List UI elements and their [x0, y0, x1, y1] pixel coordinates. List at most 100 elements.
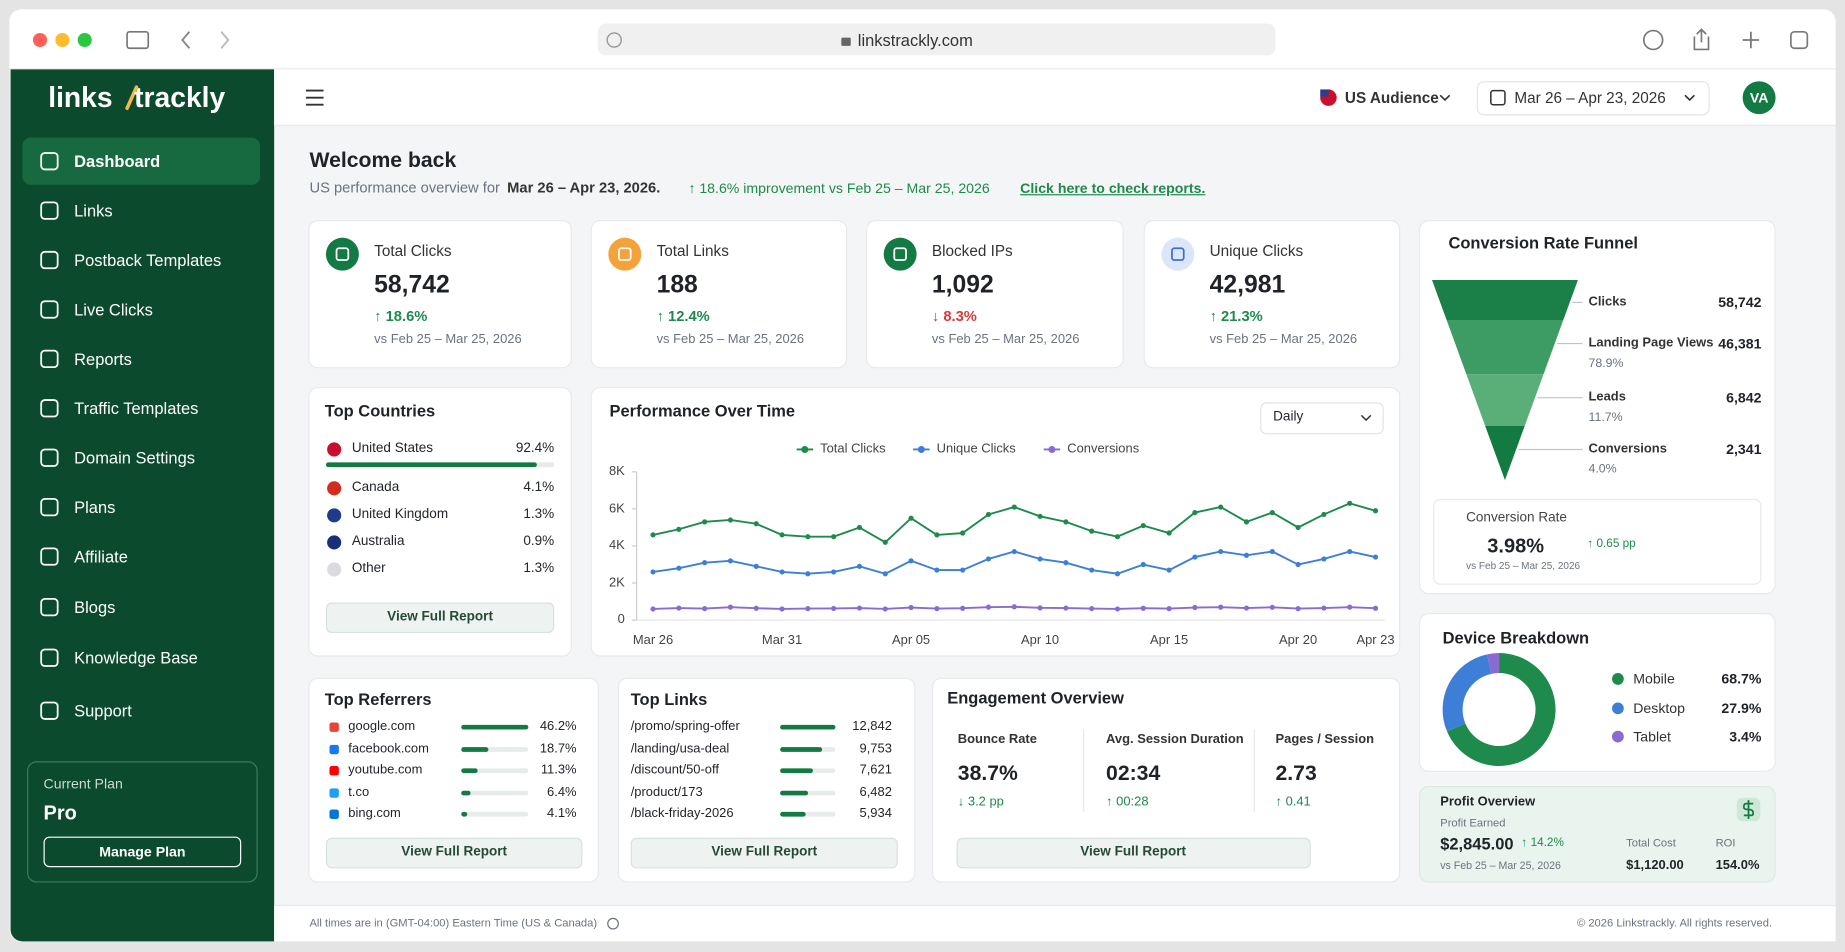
nav-item[interactable]: Blogs	[74, 597, 116, 617]
funnel-stage-value: 58,742	[1718, 294, 1762, 311]
country-name: United States	[351, 441, 434, 456]
brand-first: links	[48, 82, 113, 115]
row-value: 18.7%	[539, 741, 577, 757]
kpi-change: ↑ 12.4%	[656, 307, 710, 325]
legend-label: Tablet	[1633, 728, 1671, 745]
audience-selector[interactable]: US Audience	[1344, 88, 1439, 107]
funnel-stage-value: 46,381	[1718, 335, 1762, 352]
legend-label: Desktop	[1633, 700, 1686, 717]
profit-card	[1419, 786, 1776, 883]
x-tick-label: Apr 20	[1279, 633, 1318, 648]
country-share: 92.4%	[515, 441, 555, 456]
legend-label: Unique Clicks	[936, 441, 1016, 456]
legend-label: Conversions	[1067, 441, 1140, 456]
y-tick-label: 8K	[608, 464, 625, 479]
country-share: 4.1%	[523, 480, 555, 495]
row-value: 11.3%	[540, 763, 577, 778]
device-share: 27.9%	[1721, 700, 1762, 717]
intro-text: US performance overview for	[309, 179, 500, 197]
url-bar[interactable]	[597, 23, 1276, 56]
manage-plan-button[interactable]	[43, 836, 242, 868]
period-label: Daily	[1273, 409, 1304, 424]
x-tick-label: Apr 05	[891, 633, 931, 648]
date-range-picker[interactable]	[1476, 81, 1710, 116]
nav-item[interactable]: Live Clicks	[74, 300, 153, 319]
row-value: 46.2%	[539, 719, 577, 734]
view-report-button[interactable]	[325, 837, 583, 869]
country-name: United Kingdom	[351, 507, 449, 522]
kpi-change: ↑ 21.3%	[1209, 307, 1263, 325]
nav-item[interactable]: Postback Templates	[74, 250, 222, 270]
card-title: Top Referrers	[324, 689, 432, 709]
x-tick-label: Apr 23	[1356, 633, 1395, 648]
country-share: 1.3%	[523, 507, 555, 522]
card-title: Top Countries	[324, 401, 436, 421]
country-name: Other	[351, 561, 386, 576]
row-value: 6.4%	[547, 785, 577, 800]
kpi-label: Total Links	[656, 241, 729, 260]
timezone-note: All times are in (GMT-04:00) Eastern Tim…	[309, 916, 598, 930]
kpi-change: ↑ 18.6%	[374, 307, 428, 325]
funnel-stage-value: 6,842	[1726, 389, 1762, 406]
card-title: Performance Over Time	[609, 401, 796, 421]
funnel-stage-name: Conversions	[1588, 441, 1667, 456]
roi-label: ROI	[1715, 836, 1736, 850]
row-value: 7,621	[859, 763, 892, 778]
nav-item[interactable]: Domain Settings	[74, 448, 195, 468]
nav-item[interactable]: Knowledge Base	[74, 648, 198, 668]
nav-item[interactable]: Plans	[74, 497, 116, 517]
period-dropdown[interactable]	[1260, 402, 1384, 435]
y-tick-label: 2K	[608, 575, 625, 590]
funnel-stage-name: Leads	[1588, 390, 1626, 405]
metric-label: Pages / Session	[1275, 732, 1375, 747]
row-name: youtube.com	[348, 763, 423, 778]
nav-item[interactable]: Dashboard	[74, 151, 161, 171]
card-title: Top Links	[630, 689, 708, 709]
total-cost-label: Total Cost	[1626, 836, 1676, 850]
kpi-compare: vs Feb 25 – Mar 25, 2026	[1209, 332, 1358, 347]
funnel-stage-name: Landing Page Views	[1588, 335, 1714, 351]
funnel-stage-value: 2,341	[1726, 441, 1762, 458]
kpi-compare: vs Feb 25 – Mar 25, 2026	[656, 332, 805, 347]
intro-period: Mar 26 – Apr 23, 2026.	[507, 179, 661, 197]
nav-item[interactable]: Reports	[74, 349, 132, 369]
avatar-initials[interactable]: VA	[1749, 89, 1769, 106]
funnel-stage-rate: 78.9%	[1588, 356, 1624, 371]
kpi-label: Total Clicks	[374, 241, 452, 260]
kpi-value: 1,092	[931, 271, 994, 299]
kpi-card	[1143, 220, 1401, 369]
country-name: Australia	[351, 534, 405, 549]
view-report-button[interactable]	[956, 837, 1311, 869]
kpi-label: Blocked IPs	[931, 241, 1013, 260]
conversion-rate-label: Conversion Rate	[1466, 510, 1567, 526]
nav-item[interactable]: Affiliate	[74, 547, 128, 566]
metric-value: 2.73	[1275, 761, 1317, 785]
row-name: /promo/spring-offer	[630, 719, 740, 734]
row-name: google.com	[348, 719, 416, 734]
plan-name: Pro	[43, 801, 77, 825]
metric-label: Avg. Session Duration	[1106, 732, 1244, 747]
url-text: linkstrackly.com	[857, 30, 973, 50]
kpi-value: 42,981	[1209, 271, 1286, 299]
reports-link[interactable]: Click here to check reports.	[1020, 180, 1206, 197]
view-report-button[interactable]	[325, 602, 555, 634]
row-name: facebook.com	[348, 741, 429, 757]
plan-caption: Current Plan	[43, 775, 123, 792]
brand-second: trackly	[134, 82, 226, 115]
profit-earned-label: Profit Earned	[1440, 816, 1506, 830]
view-report-button[interactable]	[630, 837, 898, 869]
row-value: 5,934	[859, 806, 892, 821]
card-title: Device Breakdown	[1442, 628, 1590, 648]
funnel-stage-rate: 4.0%	[1588, 462, 1617, 477]
button-label: View Full Report	[401, 845, 508, 860]
nav-item[interactable]: Links	[74, 201, 113, 221]
legend-label: Mobile	[1633, 670, 1675, 688]
kpi-compare: vs Feb 25 – Mar 25, 2026	[931, 332, 1080, 347]
nav-item[interactable]: Traffic Templates	[74, 398, 199, 418]
conversion-rate-compare: vs Feb 25 – Mar 25, 2026	[1466, 559, 1581, 572]
funnel-stage-rate: 11.7%	[1588, 410, 1623, 425]
x-tick-label: Mar 31	[761, 633, 803, 648]
nav-item[interactable]: Support	[74, 701, 132, 721]
card-title: Conversion Rate Funnel	[1448, 232, 1638, 252]
date-range-text: Mar 26 – Apr 23, 2026	[1514, 88, 1666, 107]
